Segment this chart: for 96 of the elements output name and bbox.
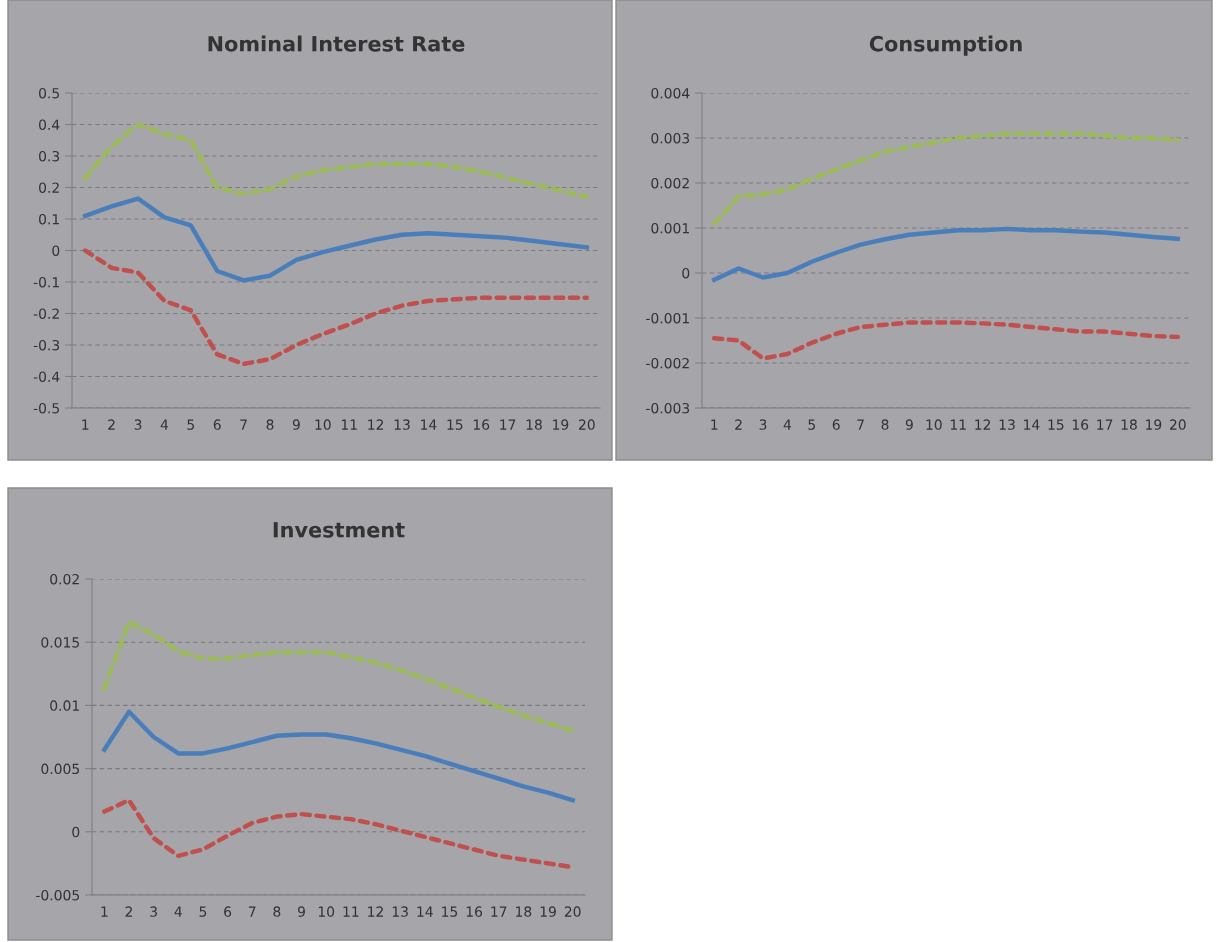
chart-title: Consumption — [869, 35, 1022, 56]
x-tick-label: 8 — [273, 906, 281, 917]
x-tick-label: 13 — [999, 419, 1015, 430]
x-tick-label: 2 — [108, 419, 115, 430]
x-tick-label: 9 — [905, 419, 913, 430]
line-series — [711, 320, 1181, 361]
y-tick-label: 0.004 — [651, 87, 690, 99]
line-series — [82, 248, 590, 367]
x-tick-label: 20 — [578, 419, 595, 430]
x-tick-label: 7 — [857, 419, 864, 430]
x-tick-label: 18 — [526, 419, 542, 430]
x-tick-label: 12 — [368, 906, 383, 917]
x-tick-label: 18 — [516, 906, 532, 917]
y-tick-label: 0.5 — [39, 87, 59, 99]
y-tick-label: -0.4 — [33, 371, 60, 382]
line-series — [102, 619, 575, 733]
y-tick-label: 0.1 — [39, 213, 59, 225]
x-tick-label: 1 — [82, 419, 89, 430]
y-tick-label: 0.002 — [651, 177, 689, 189]
x-tick-label: 19 — [553, 419, 569, 430]
y-tick-label: 0 — [682, 267, 690, 279]
x-tick-label: 2 — [735, 419, 742, 430]
y-tick-label: -0.1 — [33, 276, 59, 288]
x-tick-label: 10 — [318, 906, 335, 917]
x-tick-label: 16 — [473, 419, 490, 430]
x-tick-label: 6 — [224, 906, 232, 917]
y-tick-label: 0.02 — [50, 573, 79, 585]
x-tick-label: 16 — [1072, 419, 1089, 430]
x-tick-label: 14 — [417, 906, 433, 917]
x-tick-label: 14 — [421, 419, 437, 430]
x-tick-label: 15 — [1048, 419, 1064, 430]
chart-title: Nominal Interest Rate — [208, 35, 465, 52]
x-tick-label: 13 — [394, 419, 410, 430]
y-tick-label: 0.003 — [651, 132, 690, 144]
x-tick-label: 15 — [442, 906, 458, 917]
x-tick-label: 7 — [240, 419, 247, 430]
x-tick-label: 2 — [125, 906, 132, 917]
chart-title: Investment — [273, 522, 405, 538]
x-tick-label: 13 — [392, 906, 408, 917]
x-tick-label: 3 — [134, 419, 142, 430]
x-tick-label: 5 — [187, 419, 195, 430]
x-tick-label: 4 — [174, 906, 182, 917]
line-series — [82, 122, 590, 200]
x-tick-label: 10 — [926, 419, 942, 430]
y-tick-label: -0.002 — [646, 357, 689, 369]
y-tick-label: 0.005 — [41, 763, 79, 775]
line-series — [711, 131, 1181, 226]
y-tick-label: 0 — [52, 245, 60, 256]
x-tick-label: 7 — [248, 906, 256, 917]
x-tick-label: 1 — [711, 419, 718, 430]
y-tick-label: 0 — [72, 826, 80, 838]
y-tick-label: 0.4 — [39, 119, 60, 130]
x-tick-label: 18 — [1121, 419, 1137, 430]
y-tick-label: -0.005 — [36, 889, 79, 901]
y-tick-label: -0.3 — [33, 339, 60, 351]
line-series — [711, 226, 1181, 282]
x-tick-label: 6 — [832, 419, 840, 430]
y-tick-label: 0.001 — [651, 222, 689, 234]
x-tick-label: 12 — [975, 419, 991, 430]
x-tick-label: 4 — [783, 419, 792, 430]
x-tick-label: 3 — [150, 906, 157, 917]
x-tick-label: 11 — [341, 419, 357, 430]
x-tick-label: 5 — [199, 906, 207, 917]
x-tick-label: 11 — [950, 419, 966, 430]
y-tick-label: 0.2 — [39, 182, 59, 193]
line-series — [82, 196, 590, 283]
x-tick-label: 9 — [297, 906, 305, 917]
x-tick-label: 20 — [1169, 419, 1186, 430]
y-tick-label: 0.01 — [50, 700, 79, 711]
x-tick-label: 8 — [266, 419, 274, 430]
x-tick-label: 10 — [315, 419, 331, 430]
y-tick-label: -0.2 — [33, 308, 59, 319]
y-tick-label: -0.5 — [33, 402, 59, 414]
x-tick-label: 17 — [1097, 419, 1113, 430]
y-tick-label: 0.3 — [39, 150, 60, 162]
x-tick-label: 5 — [808, 419, 816, 430]
x-tick-label: 9 — [292, 419, 300, 430]
x-tick-label: 15 — [447, 419, 463, 430]
x-tick-label: 17 — [500, 419, 516, 430]
x-tick-label: 1 — [101, 906, 108, 917]
x-tick-label: 8 — [881, 419, 889, 430]
x-tick-label: 11 — [343, 906, 359, 917]
x-tick-label: 19 — [1146, 419, 1162, 430]
x-tick-label: 20 — [564, 906, 581, 917]
x-tick-label: 17 — [491, 906, 507, 917]
x-tick-label: 16 — [466, 906, 483, 917]
x-tick-label: 4 — [160, 419, 169, 430]
x-tick-label: 6 — [213, 419, 221, 430]
x-tick-label: 19 — [540, 906, 556, 917]
y-tick-label: 0.015 — [41, 637, 79, 648]
x-tick-label: 3 — [759, 419, 767, 430]
line-series — [102, 709, 575, 803]
y-tick-label: -0.003 — [646, 402, 690, 414]
y-tick-label: -0.001 — [646, 312, 689, 324]
x-tick-label: 14 — [1024, 419, 1040, 430]
x-tick-label: 12 — [368, 419, 384, 430]
